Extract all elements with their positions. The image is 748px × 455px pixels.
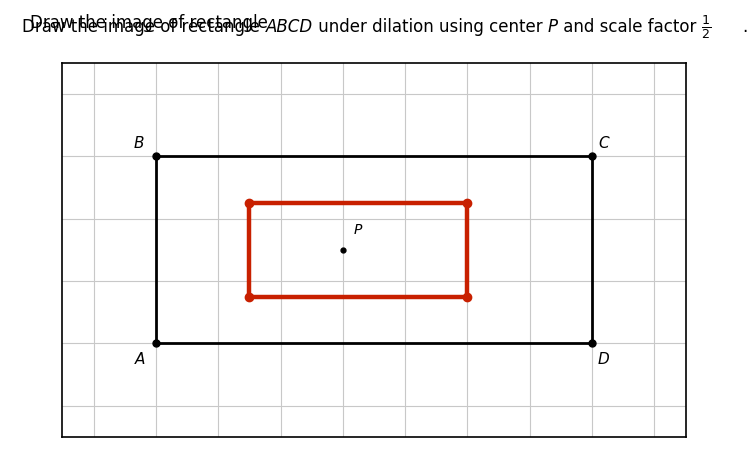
Text: Draw the image of rectangle: Draw the image of rectangle: [22, 18, 266, 36]
Text: $\frac{1}{2}$: $\frac{1}{2}$: [701, 13, 711, 41]
Text: ABCD: ABCD: [266, 18, 313, 36]
Text: under dilation using center: under dilation using center: [313, 18, 548, 36]
Text: A: A: [135, 352, 146, 367]
Text: Draw the image of rectangle: Draw the image of rectangle: [30, 14, 273, 31]
Text: C: C: [598, 136, 609, 151]
Text: .: .: [742, 18, 747, 36]
Text: P: P: [354, 222, 363, 237]
Text: D: D: [598, 352, 609, 367]
Text: and scale factor: and scale factor: [557, 18, 701, 36]
Text: P: P: [548, 18, 557, 36]
Text: B: B: [133, 136, 144, 151]
